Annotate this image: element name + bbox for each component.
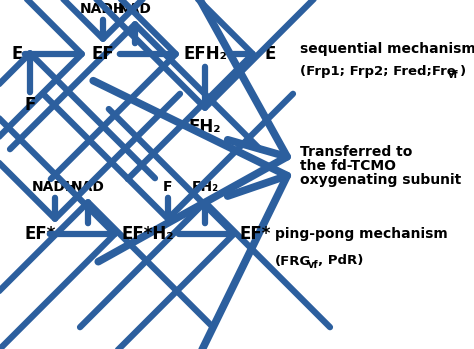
Text: FH₂: FH₂ [191, 180, 219, 194]
Text: , PdR): , PdR) [318, 254, 364, 267]
Text: NADH: NADH [80, 2, 126, 16]
Text: EF: EF [91, 45, 114, 63]
Text: (Frp1; Frp2; Fred;Fre: (Frp1; Frp2; Fred;Fre [300, 65, 456, 77]
Text: EF*H₂: EF*H₂ [122, 225, 174, 243]
Text: vf: vf [308, 260, 319, 270]
Text: vf: vf [448, 70, 459, 80]
Text: EF*: EF* [239, 225, 271, 243]
Text: ping-pong mechanism: ping-pong mechanism [275, 227, 448, 241]
Text: (FRG: (FRG [275, 254, 311, 267]
Text: E: E [264, 45, 276, 63]
Text: F: F [24, 96, 36, 114]
Text: ): ) [460, 65, 466, 77]
Text: EF*: EF* [25, 225, 56, 243]
Text: NADH: NADH [32, 180, 78, 194]
Text: oxygenating subunit: oxygenating subunit [300, 173, 461, 187]
Text: sequential mechanism: sequential mechanism [300, 42, 474, 56]
Text: E: E [12, 45, 23, 63]
Text: Transferred to: Transferred to [300, 145, 412, 159]
Text: NAD: NAD [118, 2, 152, 16]
Text: NAD: NAD [71, 180, 105, 194]
Text: F: F [163, 180, 173, 194]
Text: EFH₂: EFH₂ [183, 45, 227, 63]
Text: FH₂: FH₂ [189, 118, 221, 136]
Text: the fd-TCMO: the fd-TCMO [300, 159, 396, 173]
